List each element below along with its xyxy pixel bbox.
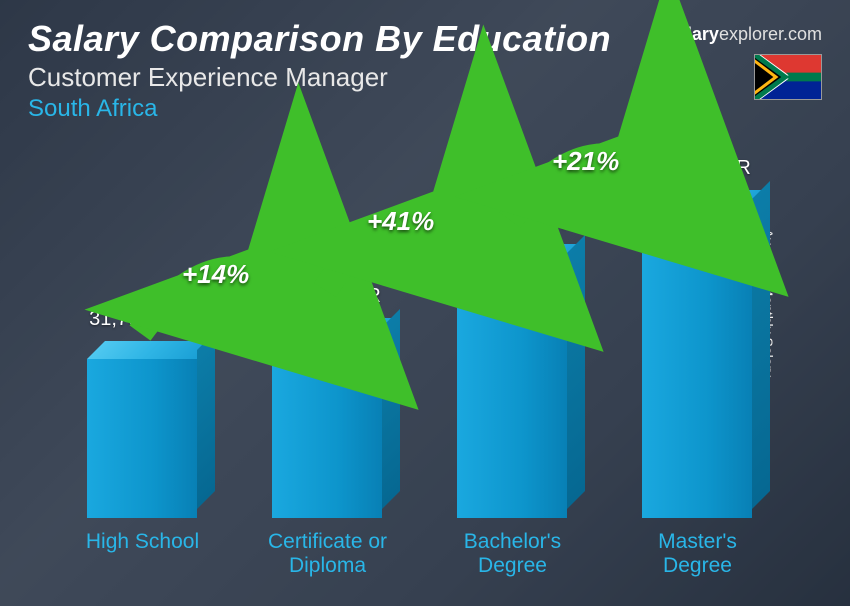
bar-slot: 31,700 ZAR: [61, 308, 224, 518]
x-axis-label: Master'sDegree: [616, 530, 779, 578]
bar-side-face: [567, 235, 585, 509]
bar-side-face: [382, 309, 400, 509]
bar-side-face: [752, 181, 770, 509]
bar: [272, 318, 382, 518]
x-labels-container: High School Certificate orDiploma Bachelor…: [50, 530, 790, 578]
bar-slot: 36,300 ZAR: [246, 285, 409, 518]
location: South Africa: [28, 95, 822, 123]
flag-south-africa: [754, 54, 822, 100]
bar-front-face: [642, 208, 752, 518]
x-axis-label: Certificate orDiploma: [246, 530, 409, 578]
bar: [642, 190, 752, 518]
subtitle: Customer Experience Manager: [28, 62, 822, 93]
x-axis-label: Bachelor'sDegree: [431, 530, 594, 578]
bar-value-label: 31,700 ZAR: [89, 308, 196, 331]
bar-side-face: [197, 332, 215, 509]
bar: [87, 341, 197, 518]
brand-bold: salary: [667, 24, 719, 44]
x-axis-label: High School: [61, 530, 224, 578]
bar-slot: 51,100 ZAR: [431, 211, 594, 518]
brand-label: salaryexplorer.com: [667, 24, 822, 45]
bar-value-label: 36,300 ZAR: [274, 285, 381, 308]
bars-container: 31,700 ZAR 36,300 ZAR 51,100 ZAR 61,900 ZAR: [50, 150, 790, 518]
bar-value-label: 51,100 ZAR: [459, 211, 566, 234]
bar-front-face: [457, 262, 567, 518]
brand-rest: explorer.com: [719, 24, 822, 44]
bar-front-face: [87, 359, 197, 518]
bar-slot: 61,900 ZAR: [616, 157, 779, 518]
chart-area: 31,700 ZAR 36,300 ZAR 51,100 ZAR 61,900 ZAR…: [50, 150, 790, 578]
bar-value-label: 61,900 ZAR: [644, 157, 751, 180]
bar-front-face: [272, 336, 382, 518]
bar: [457, 244, 567, 518]
